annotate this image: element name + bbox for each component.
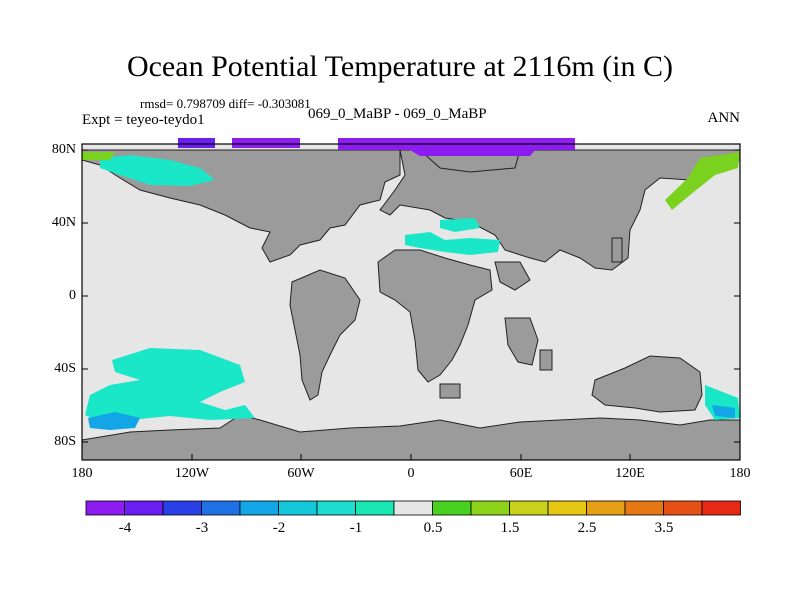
comparison-label: 069_0_MaBP - 069_0_MaBP xyxy=(308,106,487,122)
anomaly-arctic-violet xyxy=(178,138,215,148)
anomaly-southwestpacific-blue xyxy=(712,405,735,418)
colorbar-swatch xyxy=(239,500,279,516)
map-title: Ocean Potential Temperature at 2116m (in… xyxy=(126,50,674,83)
land-island-3 xyxy=(611,237,623,263)
anomaly-arctic-green-right xyxy=(665,152,740,210)
anomaly-med-cyan-2 xyxy=(440,218,480,232)
colorbar-label: 3.5 xyxy=(654,520,674,536)
colorbar-label: 1.5 xyxy=(500,520,520,536)
lat-tick-0: 0 xyxy=(69,288,76,303)
colorbar-swatch xyxy=(470,500,510,516)
lon-tick-120e: 120E xyxy=(615,466,645,481)
land-india xyxy=(504,317,539,366)
lat-tick-40s: 40S xyxy=(54,361,76,376)
colorbar-swatch xyxy=(547,500,587,516)
lon-tick-180-left: 180 xyxy=(71,466,93,481)
lon-tick-0: 0 xyxy=(407,466,415,481)
colorbar xyxy=(85,500,741,516)
land-australia xyxy=(591,355,703,413)
anomaly-med-cyan xyxy=(405,232,500,255)
lat-tick-40n: 40N xyxy=(51,215,76,230)
lon-tick-60e: 60E xyxy=(509,466,533,481)
land-eurasia xyxy=(379,149,741,271)
lat-tick-80n: 80N xyxy=(51,142,76,157)
colorbar-swatch xyxy=(509,500,549,516)
anomaly-northpacific-cyan xyxy=(100,155,215,186)
colorbar-swatch xyxy=(432,500,472,516)
stats-line: rmsd= 0.798709 diff= -0.303081 xyxy=(140,96,311,111)
colorbar-swatch xyxy=(355,500,395,516)
land-antarctica xyxy=(81,414,741,461)
land-africa xyxy=(377,249,493,383)
land-south-america xyxy=(289,269,361,401)
colorbar-label: 2.5 xyxy=(577,520,597,536)
colorbar-swatch xyxy=(624,500,664,516)
colorbar-label: 0.5 xyxy=(423,520,443,536)
land-island-1 xyxy=(439,383,461,399)
colorbar-swatch xyxy=(201,500,241,516)
land-island-2 xyxy=(539,349,553,371)
colorbar-swatch xyxy=(162,500,202,516)
axis-ticks xyxy=(81,149,741,460)
anomaly-southpacific-blue xyxy=(88,412,140,430)
lon-tick-180-right: 180 xyxy=(729,466,751,481)
lon-tick-60w: 60W xyxy=(287,466,315,481)
land-arabia xyxy=(494,261,531,291)
colorbar-label: -1 xyxy=(349,520,363,536)
anomaly-arctic-violet-3 xyxy=(338,138,575,156)
colorbar-swatch xyxy=(278,500,318,516)
colorbar-swatch xyxy=(393,500,433,516)
colorbar-swatch xyxy=(124,500,164,516)
colorbar-label: -2 xyxy=(272,520,286,536)
experiment-label: Expt = teyeo-teydo1 xyxy=(82,112,205,128)
colorbar-swatch xyxy=(663,500,703,516)
colorbar-swatch xyxy=(316,500,356,516)
colorbar-label: -3 xyxy=(195,520,209,536)
colorbar-swatch xyxy=(586,500,626,516)
anomaly-southpacific-cyan xyxy=(85,348,255,422)
colorbar-swatch xyxy=(85,500,125,516)
lon-tick-120w: 120W xyxy=(174,466,210,481)
lat-tick-80s: 80S xyxy=(54,434,76,449)
anomaly-arctic-green-left xyxy=(82,152,115,160)
colorbar-swatch xyxy=(701,500,741,516)
season-label: ANN xyxy=(707,110,741,126)
anomaly-patches xyxy=(82,138,740,430)
anomaly-arctic-violet-2 xyxy=(232,138,300,148)
colorbar-label: -4 xyxy=(118,520,132,536)
